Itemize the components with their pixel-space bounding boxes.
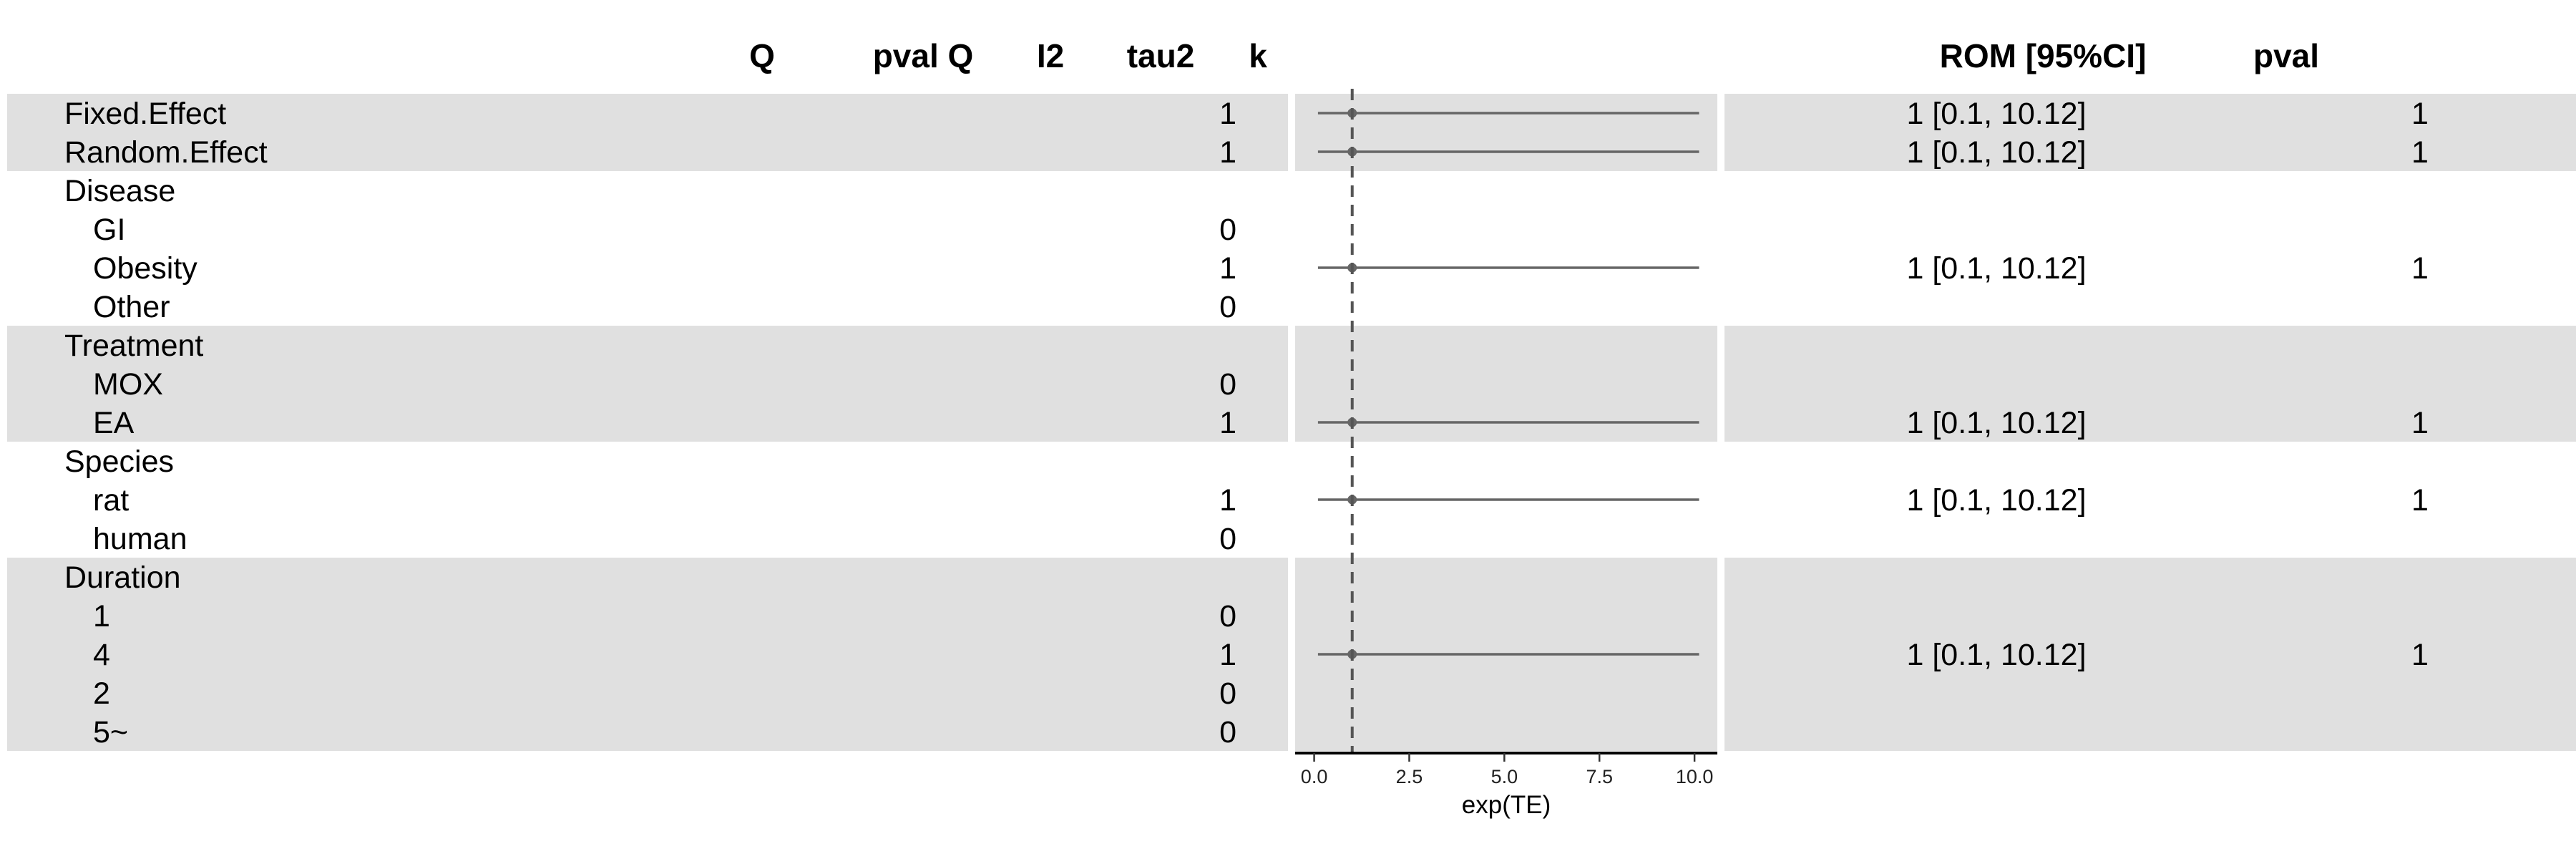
row-pval: 1 [2411,406,2429,440]
shaded-band [1724,326,2576,442]
row-label: 2 [93,676,110,711]
shaded-band [1724,94,2576,171]
shaded-band [7,558,1288,751]
row-k: 1 [1219,97,1236,131]
plot-panel [1317,89,1699,753]
row-label: Duration [64,560,181,595]
row-k: 1 [1219,638,1236,672]
x-tick-label: 2.5 [1396,766,1423,787]
row-label: EA [93,406,135,440]
row-label: Other [93,290,170,324]
row-label: Obesity [93,251,197,286]
row-k: 1 [1219,135,1236,170]
row-ci: 1 [0.1, 10.12] [1906,135,2086,170]
row-ci: 1 [0.1, 10.12] [1906,638,2086,672]
row-label: 5~ [93,715,128,749]
row-pval: 1 [2411,483,2429,518]
row-k: 1 [1219,406,1236,440]
header-right-1: ROM [95%CI] [1940,37,2147,74]
shaded-bands [7,94,2576,751]
row-ci: 1 [0.1, 10.12] [1906,251,2086,286]
x-tick-label: 10.0 [1676,766,1714,787]
row-label: Disease [64,174,175,208]
header-2: pval Q [873,37,974,74]
x-tick-label: 0.0 [1301,766,1328,787]
x-tick-label: 5.0 [1491,766,1518,787]
row-pval: 1 [2411,135,2429,170]
row-ci: 1 [0.1, 10.12] [1906,406,2086,440]
shaded-band [7,94,1288,171]
x-axis-title: exp(TE) [1462,791,1551,819]
row-label: human [93,522,187,556]
row-k: 1 [1219,483,1236,518]
shaded-band [1295,326,1717,442]
x-axis: 0.0 2.5 5.0 7.5 10.0 exp(TE) [1295,752,1717,819]
row-pval: 1 [2411,251,2429,286]
shaded-band [1724,558,2576,751]
row-k: 0 [1219,367,1236,402]
row-pval: 1 [2411,638,2429,672]
row-ci: 1 [0.1, 10.12] [1906,97,2086,131]
row-k: 0 [1219,676,1236,711]
x-tick-label: 7.5 [1586,766,1613,787]
header-5: k [1249,37,1267,74]
row-label: Fixed.Effect [64,97,226,131]
row-label: 1 [93,599,110,634]
header-right-2: pval [2253,37,2319,74]
row-k: 0 [1219,715,1236,749]
row-label: rat [93,483,129,518]
left-table: Fixed.Effect 1 Random.Effect 1 Disease GI 0 Obe… [64,97,1236,749]
row-label: GI [93,213,125,247]
row-ci: 1 [0.1, 10.12] [1906,483,2086,518]
row-label: Random.Effect [64,135,268,170]
row-k: 0 [1219,290,1236,324]
row-pval: 1 [2411,97,2429,131]
row-label: MOX [93,367,163,402]
row-k: 0 [1219,599,1236,634]
header-1: Q [749,37,775,74]
header-3: I2 [1037,37,1064,74]
row-label: Species [64,445,174,479]
shaded-band [1295,94,1717,171]
right-table: 1 [0.1, 10.12] 1 1 [0.1, 10.12] 1 1 [0.1, 10… [1906,97,2428,672]
row-k: 1 [1219,251,1236,286]
row-label: 4 [93,638,110,672]
row-k: 0 [1219,213,1236,247]
shaded-band [7,326,1288,442]
header-4: tau2 [1127,37,1195,74]
row-k: 0 [1219,522,1236,556]
row-label: Treatment [64,329,203,363]
